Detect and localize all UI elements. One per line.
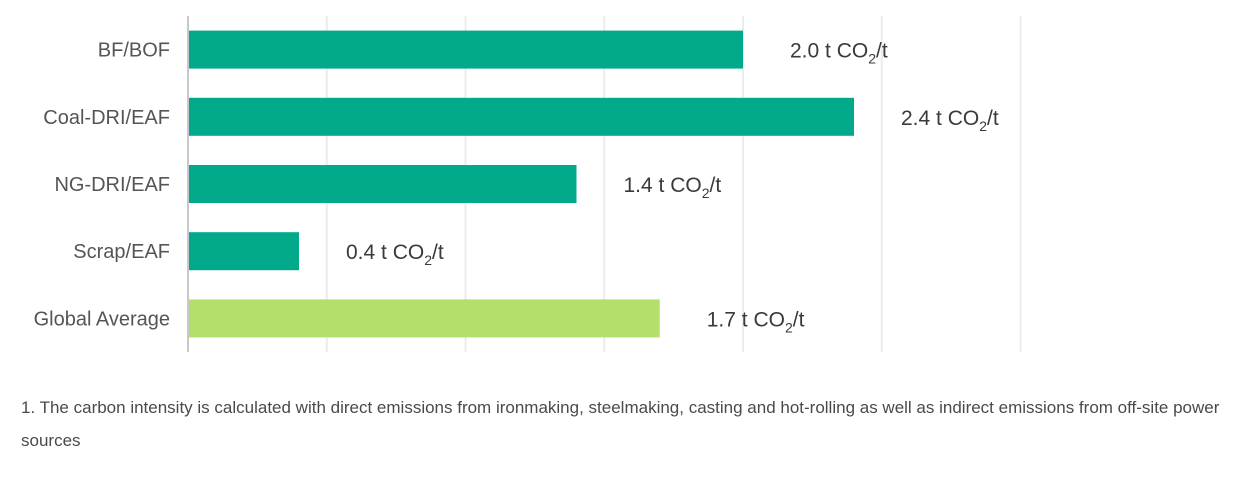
value-label: 1.4 t CO2/t — [624, 174, 722, 201]
bars — [188, 30, 854, 338]
value-label: 0.4 t CO2/t — [346, 241, 444, 268]
category-label: BF/BOF — [98, 40, 170, 62]
bar — [188, 97, 854, 136]
footnote: 1. The carbon intensity is calculated wi… — [21, 398, 1220, 450]
bar — [188, 232, 299, 271]
category-label: Coal-DRI/EAF — [43, 107, 170, 129]
category-label: Global Average — [34, 308, 170, 330]
bar — [188, 30, 743, 69]
category-label: NG-DRI/EAF — [54, 174, 170, 196]
bar-chart: BF/BOF Coal-DRI/EAF NG-DRI/EAF Scrap/EAF Glo… — [34, 16, 1022, 352]
value-label: 2.4 t CO2/t — [901, 107, 999, 134]
bar — [188, 165, 577, 203]
value-label: 2.0 t CO2/t — [790, 40, 888, 67]
category-labels: BF/BOF Coal-DRI/EAF NG-DRI/EAF Scrap/EAF Glo… — [34, 40, 170, 331]
value-label: 1.7 t CO2/t — [707, 308, 805, 335]
category-label: Scrap/EAF — [73, 241, 170, 263]
bar — [188, 299, 660, 338]
gridlines — [325, 16, 1022, 352]
value-labels: 2.0 t CO2/t 2.4 t CO2/t 1.4 t CO2/t 0.4 t C… — [346, 40, 999, 336]
